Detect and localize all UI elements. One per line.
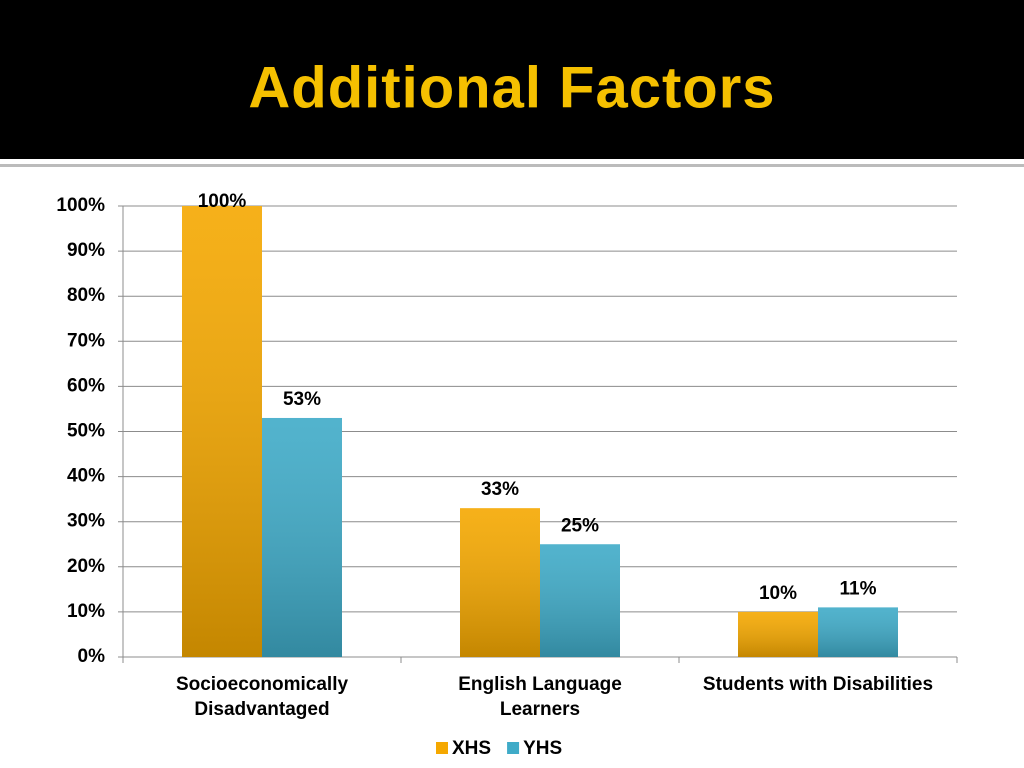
y-tick-label: 100% [56, 195, 105, 216]
value-label: 11% [840, 578, 877, 599]
y-tick-label: 0% [78, 646, 106, 667]
value-label: 33% [481, 479, 519, 500]
y-tick-label: 30% [67, 511, 105, 532]
y-tick-label: 90% [67, 240, 105, 261]
bar-shade [182, 206, 262, 657]
y-tick-label: 80% [67, 285, 105, 306]
x-tick-label: Socioeconomically Disadvantaged [175, 674, 349, 720]
value-label: 10% [759, 583, 797, 604]
y-tick-label: 50% [67, 421, 105, 442]
value-label: 25% [561, 515, 599, 536]
legend-swatch [436, 742, 448, 754]
bar-shade [262, 417, 342, 657]
legend-label: YHS [523, 738, 562, 759]
title-rule [0, 164, 1024, 167]
bar-shade [738, 611, 818, 657]
x-tick-label: English Language Learners [458, 674, 622, 720]
y-tick-label: 40% [67, 466, 105, 487]
y-tick-label: 60% [67, 375, 105, 396]
title-band [0, 0, 1024, 159]
y-tick-label: 20% [67, 556, 105, 577]
legend-label: XHS [452, 738, 491, 759]
bar-shade [460, 508, 540, 657]
x-tick-label: Students with Disabilities [702, 674, 934, 695]
bar-shade [540, 544, 620, 657]
value-label: 100% [198, 191, 247, 212]
chart-title: Additional Factors [248, 55, 775, 120]
y-tick-label: 70% [67, 330, 105, 351]
legend-swatch [507, 742, 520, 754]
y-tick-label: 10% [67, 601, 105, 622]
value-label: 53% [283, 389, 321, 410]
bar-shade [818, 607, 898, 657]
